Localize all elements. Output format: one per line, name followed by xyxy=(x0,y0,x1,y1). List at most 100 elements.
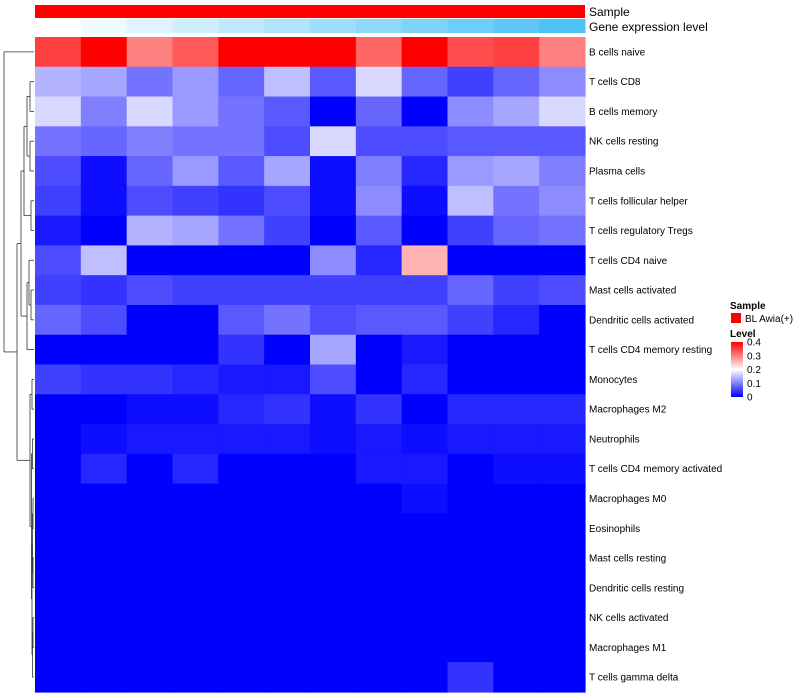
heatmap-cell xyxy=(35,364,82,395)
heatmap-cell xyxy=(493,96,540,127)
heatmap-cell xyxy=(447,364,494,395)
heatmap-cell xyxy=(401,632,449,663)
heatmap-cell xyxy=(493,245,540,276)
heatmap-cell xyxy=(264,424,311,455)
heatmap-cell xyxy=(80,632,128,663)
heatmap-cell xyxy=(401,364,449,395)
heatmap-cell xyxy=(264,156,311,187)
heatmap-cell xyxy=(218,364,265,395)
heatmap-cell xyxy=(80,483,128,514)
heatmap-cell xyxy=(126,126,174,157)
heatmap-cell xyxy=(539,364,586,395)
heatmap-cell xyxy=(401,185,449,217)
heatmap-cell xyxy=(401,275,449,306)
heatmap-cell xyxy=(80,424,128,455)
heatmap-cell xyxy=(264,364,311,395)
heatmap-cell xyxy=(218,156,265,187)
heatmap-cell xyxy=(35,304,82,336)
heatmap-cell xyxy=(264,572,311,604)
legend-sample-swatch xyxy=(731,313,741,323)
heatmap-cell xyxy=(126,185,174,217)
heatmap-cell xyxy=(80,156,128,187)
heatmap-cell xyxy=(447,275,494,306)
heatmap-cell xyxy=(310,424,357,455)
heatmap-cell xyxy=(172,662,219,693)
heatmap-cell xyxy=(401,215,449,247)
row-label: Eosinophils xyxy=(589,524,640,535)
legend-sample-title: Sample xyxy=(730,301,766,312)
heatmap-cell xyxy=(80,126,128,157)
heatmap-cell xyxy=(493,275,540,306)
heatmap-cell xyxy=(539,334,586,366)
heatmap-cell xyxy=(355,394,403,425)
heatmap-cell xyxy=(218,602,265,634)
heatmap-cell xyxy=(493,483,540,514)
heatmap-cell xyxy=(401,602,449,634)
heatmap-cell xyxy=(493,304,540,336)
heatmap-cell xyxy=(126,245,174,276)
heatmap-cell xyxy=(493,543,540,574)
sample-annotation-label: Sample xyxy=(589,5,630,19)
heatmap-cell xyxy=(126,215,174,247)
heatmap-cell xyxy=(264,304,311,336)
heatmap-cell xyxy=(539,245,586,276)
heatmap-cell xyxy=(447,572,494,604)
heatmap-cell xyxy=(172,364,219,395)
gene-level-annotation-cell xyxy=(493,19,540,33)
heatmap-cell xyxy=(264,66,311,98)
heatmap-cell xyxy=(35,66,82,98)
heatmap-cell xyxy=(35,275,82,306)
heatmap-cell xyxy=(126,364,174,395)
heatmap-cell xyxy=(493,364,540,395)
heatmap-cell xyxy=(126,66,174,98)
heatmap-cell xyxy=(447,602,494,634)
heatmap-cell xyxy=(401,513,449,544)
heatmap-cell xyxy=(35,394,82,425)
heatmap-cell xyxy=(539,453,586,485)
heatmap-cell xyxy=(35,334,82,366)
heatmap-cell xyxy=(401,37,449,68)
heatmap-cell xyxy=(539,96,586,127)
heatmap-cell xyxy=(493,156,540,187)
heatmap-cell xyxy=(493,453,540,485)
heatmap-cell xyxy=(539,662,586,693)
heatmap-cell xyxy=(310,483,357,514)
heatmap-cell xyxy=(447,185,494,217)
heatmap-cell xyxy=(172,275,219,306)
heatmap-cell xyxy=(218,275,265,306)
heatmap-cell xyxy=(355,215,403,247)
row-label: T cells CD8 xyxy=(589,77,641,88)
heatmap-cell xyxy=(539,543,586,574)
gene-level-annotation-cell xyxy=(80,19,128,33)
heatmap-cell xyxy=(539,513,586,544)
heatmap-cell xyxy=(218,632,265,663)
legend-level-colorbar xyxy=(731,342,743,397)
heatmap-cell xyxy=(264,662,311,693)
heatmap-cell xyxy=(35,156,82,187)
heatmap-cell xyxy=(218,453,265,485)
heatmap-cell xyxy=(126,483,174,514)
heatmap-cell xyxy=(447,334,494,366)
heatmap-cell xyxy=(218,424,265,455)
row-label: Macrophages M0 xyxy=(589,494,667,505)
heatmap-cell xyxy=(80,96,128,127)
row-label: T cells CD4 memory resting xyxy=(589,345,712,356)
heatmap-cell xyxy=(35,483,82,514)
row-label: Neutrophils xyxy=(589,434,640,445)
heatmap-cell xyxy=(35,185,82,217)
heatmap-cell xyxy=(493,394,540,425)
heatmap-cell xyxy=(401,394,449,425)
heatmap-cell xyxy=(264,215,311,247)
heatmap-cell xyxy=(126,513,174,544)
legend-level-tick: 0.3 xyxy=(747,351,761,362)
heatmap-cell xyxy=(80,602,128,634)
heatmap-cell xyxy=(355,37,403,68)
heatmap-cell xyxy=(172,215,219,247)
heatmap-cell xyxy=(493,126,540,157)
heatmap-cell xyxy=(35,37,82,68)
heatmap-cell xyxy=(310,364,357,395)
legend-level-title: Level xyxy=(730,329,756,340)
row-label: Dendritic cells activated xyxy=(589,315,694,326)
